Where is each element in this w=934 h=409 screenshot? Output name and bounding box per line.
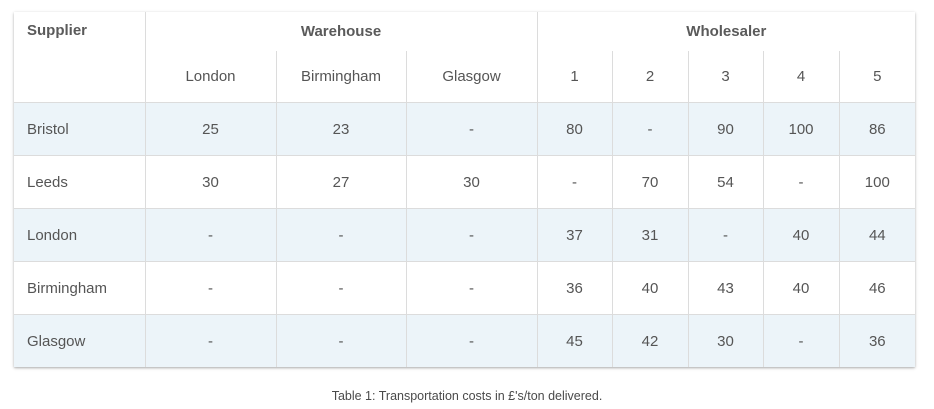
table-cell: 30 — [687, 314, 764, 367]
table-cell: 42 — [611, 314, 689, 367]
table-cell: 23 — [275, 102, 407, 156]
table-cell: 27 — [275, 155, 407, 209]
table-cell: - — [687, 208, 764, 262]
header-row-destinations: London Birmingham Glasgow 1 2 3 4 5 — [14, 51, 916, 103]
table-cell: 40 — [762, 208, 840, 262]
table-cell: 36 — [838, 314, 916, 367]
table-cell: 36 — [536, 261, 613, 315]
table-cell: 25 — [144, 102, 277, 156]
table-row: London - - - 37 31 - 40 44 — [14, 208, 916, 262]
table-cell: 90 — [687, 102, 764, 156]
table-cell: 30 — [144, 155, 277, 209]
table-cell: - — [275, 261, 407, 315]
header-group-wholesaler: Wholesaler — [536, 12, 916, 51]
table-row: Bristol 25 23 - 80 - 90 100 86 — [14, 102, 916, 156]
transportation-cost-table: Supplier Warehouse Wholesaler London Bir… — [14, 12, 916, 367]
table-cell: 70 — [611, 155, 689, 209]
header-wholesaler-2: 2 — [611, 51, 689, 103]
table-cell: 37 — [536, 208, 613, 262]
header-row-groups: Supplier Warehouse Wholesaler — [14, 12, 916, 103]
table-cell: - — [762, 314, 840, 367]
table-row: Birmingham - - - 36 40 43 40 46 — [14, 261, 916, 315]
table-cell: - — [762, 155, 840, 209]
table-cell: 45 — [536, 314, 613, 367]
table-cell: 54 — [687, 155, 764, 209]
table-cell: - — [144, 261, 277, 315]
header-warehouse-glasgow: Glasgow — [405, 51, 538, 103]
table-cell: 100 — [762, 102, 840, 156]
cost-table-container: Supplier Warehouse Wholesaler London Bir… — [14, 12, 916, 367]
table-cell: - — [275, 208, 407, 262]
table-cell: 40 — [611, 261, 689, 315]
supplier-name: Birmingham — [14, 261, 146, 315]
header-wholesaler-1: 1 — [536, 51, 613, 103]
table-cell: - — [405, 314, 538, 367]
table-cell: 31 — [611, 208, 689, 262]
table-cell: - — [611, 102, 689, 156]
header-wholesaler-3: 3 — [687, 51, 764, 103]
header-wholesaler-5: 5 — [838, 51, 916, 103]
table-cell: 46 — [838, 261, 916, 315]
supplier-name: Glasgow — [14, 314, 146, 367]
table-cell: 86 — [838, 102, 916, 156]
table-row: Leeds 30 27 30 - 70 54 - 100 — [14, 155, 916, 209]
table-cell: - — [405, 102, 538, 156]
header-warehouse-birmingham: Birmingham — [275, 51, 407, 103]
table-cell: 30 — [405, 155, 538, 209]
table-cell: - — [405, 208, 538, 262]
supplier-name: London — [14, 208, 146, 262]
table-cell: 40 — [762, 261, 840, 315]
header-wholesaler-4: 4 — [762, 51, 840, 103]
supplier-name: Leeds — [14, 155, 146, 209]
table-cell: - — [275, 314, 407, 367]
supplier-name: Bristol — [14, 102, 146, 156]
table-row: Glasgow - - - 45 42 30 - 36 — [14, 314, 916, 367]
table-cell: 43 — [687, 261, 764, 315]
table-cell: - — [536, 155, 613, 209]
table-caption: Table 1: Transportation costs in £'s/ton… — [331, 389, 603, 403]
header-warehouse-london: London — [145, 51, 277, 103]
table-cell: - — [144, 314, 277, 367]
table-cell: - — [144, 208, 277, 262]
table-cell: - — [405, 261, 538, 315]
table-cell: 80 — [536, 102, 613, 156]
header-group-warehouse: Warehouse — [144, 12, 538, 51]
header-supplier: Supplier — [14, 12, 146, 103]
table-cell: 100 — [838, 155, 916, 209]
table-cell: 44 — [838, 208, 916, 262]
